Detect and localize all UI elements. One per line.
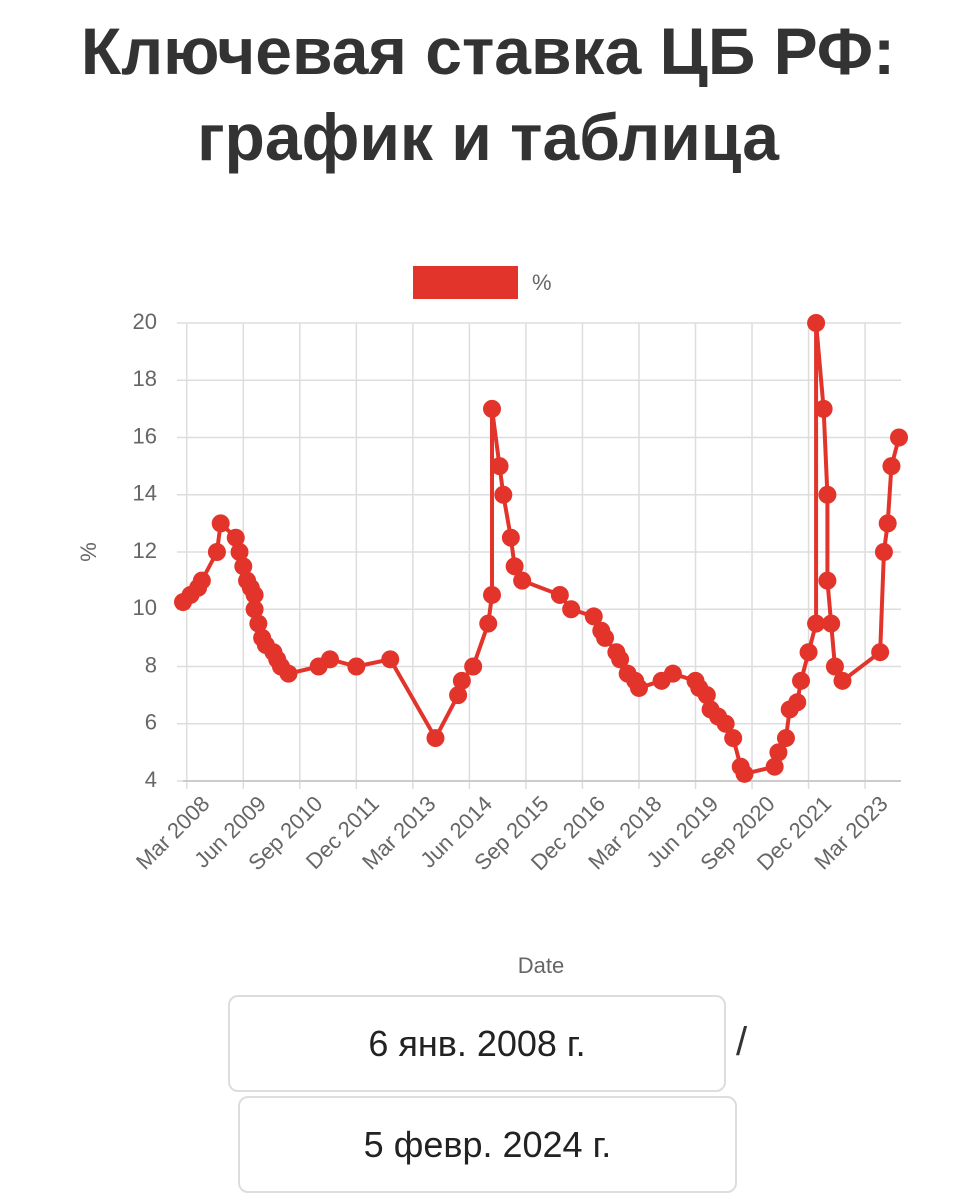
point	[807, 614, 826, 633]
point	[769, 743, 788, 762]
y-tick-label: 6	[145, 710, 157, 735]
point	[878, 514, 897, 533]
point	[226, 528, 245, 547]
point	[890, 428, 908, 447]
point	[452, 671, 471, 690]
point	[833, 671, 852, 690]
point	[234, 557, 253, 576]
point	[479, 614, 498, 633]
point	[426, 729, 445, 748]
point	[882, 457, 901, 476]
end-date-input[interactable]: 5 февр. 2024 г.	[238, 1096, 737, 1193]
y-tick-label: 4	[145, 767, 157, 792]
point	[245, 600, 264, 619]
point	[716, 714, 735, 733]
point	[347, 657, 366, 676]
point	[818, 571, 837, 590]
date-separator: /	[736, 1020, 748, 1064]
point	[320, 650, 339, 669]
x-axis-label: Date	[518, 953, 564, 978]
point	[490, 457, 509, 476]
point	[279, 664, 298, 683]
y-tick-label: 18	[133, 366, 157, 391]
point	[483, 399, 502, 418]
point	[192, 571, 211, 590]
point	[483, 585, 502, 604]
point	[207, 543, 226, 561]
point	[464, 657, 483, 676]
point	[818, 485, 837, 504]
point	[501, 528, 520, 547]
y-tick-label: 20	[133, 309, 157, 334]
point	[871, 643, 890, 662]
point	[814, 399, 833, 418]
point	[584, 607, 603, 626]
point	[807, 314, 826, 332]
point	[792, 671, 811, 690]
y-tick-label: 14	[133, 481, 157, 506]
point	[629, 678, 648, 697]
point	[663, 664, 682, 683]
start-date-input[interactable]: 6 янв. 2008 г.	[228, 995, 726, 1092]
legend-label: %	[532, 270, 552, 295]
point	[505, 557, 524, 576]
point	[596, 628, 615, 647]
point	[211, 514, 230, 533]
point	[550, 585, 569, 604]
point	[697, 686, 716, 705]
y-axis-label: %	[76, 542, 101, 562]
page-title: Ключевая ставка ЦБ РФ: график и таблица	[80, 14, 896, 174]
point	[776, 729, 795, 748]
legend-swatch	[413, 266, 518, 299]
point	[562, 600, 581, 619]
point	[611, 650, 630, 669]
point	[825, 657, 844, 676]
point	[874, 543, 893, 561]
y-tick-label: 16	[133, 423, 157, 448]
y-tick-label: 12	[133, 538, 157, 563]
point	[822, 614, 841, 633]
point	[513, 571, 532, 590]
point	[724, 729, 743, 748]
point	[230, 543, 249, 561]
point	[735, 764, 754, 783]
point	[249, 614, 268, 633]
y-tick-label: 8	[145, 652, 157, 677]
point	[788, 693, 807, 712]
point	[765, 757, 784, 776]
point	[381, 650, 400, 669]
y-tick-label: 10	[133, 595, 157, 620]
point	[449, 686, 468, 705]
point	[799, 643, 818, 662]
point	[494, 485, 513, 504]
point	[245, 585, 264, 604]
